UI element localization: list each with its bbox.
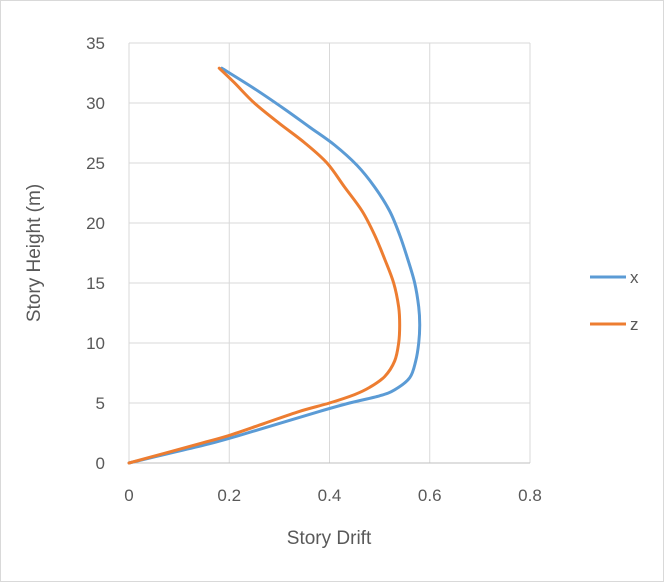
gridlines [128,42,531,464]
series-line-z [127,66,402,465]
y-tick-label: 0 [96,454,105,473]
y-tick-label: 25 [86,154,105,173]
legend: x z [590,268,639,334]
y-tick-label: 5 [96,394,105,413]
x-axis-ticks: 0 0.2 0.4 0.6 0.8 [124,486,542,505]
y-tick-label: 15 [86,274,105,293]
y-tick-label: 35 [86,34,105,53]
x-tick-label: 0 [124,486,133,505]
legend-label-z: z [630,315,639,334]
x-axis-title: Story Drift [287,528,372,549]
series-line-x [127,66,422,465]
y-axis-title: Story Height (m) [24,184,45,322]
x-tick-label: 0.2 [217,486,241,505]
y-tick-label: 10 [86,334,105,353]
y-tick-label: 20 [86,214,105,233]
x-tick-label: 0.8 [518,486,542,505]
y-tick-label: 30 [86,94,105,113]
x-tick-label: 0.4 [318,486,342,505]
series-lines [127,66,422,465]
y-axis-ticks: 0 5 10 15 20 25 30 35 [86,34,105,473]
legend-label-x: x [630,268,639,287]
x-tick-label: 0.6 [418,486,442,505]
